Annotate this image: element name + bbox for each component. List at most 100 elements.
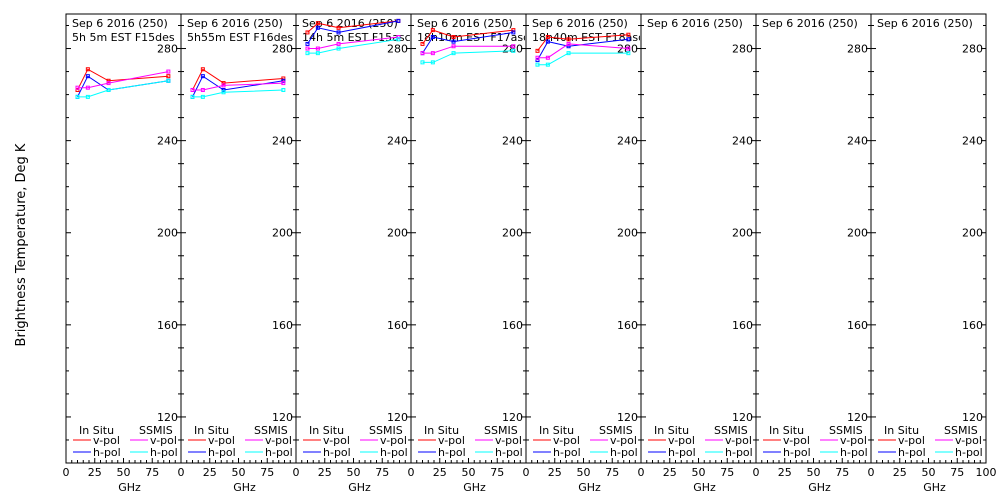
x-axis-label: GHz (233, 481, 256, 494)
legend-label: h-pol (495, 446, 523, 459)
y-tick-label: 280 (157, 43, 178, 56)
x-tick-label: 75 (720, 466, 734, 479)
y-tick-label: 240 (157, 135, 178, 148)
legend-label: h-pol (265, 446, 293, 459)
x-tick-label: 50 (692, 466, 706, 479)
data-point (200, 87, 205, 92)
legend-label: v-pol (323, 434, 350, 447)
panel-7: 120 160 200 240 280 0 25 50 75 GHz Sep 6 2016 (250… (753, 13, 872, 494)
data-point (305, 41, 310, 46)
x-tick-label: 0 (753, 466, 760, 479)
data-point (566, 41, 571, 46)
x-tick-label: 25 (203, 466, 217, 479)
data-point (420, 51, 425, 56)
x-tick-label: 25 (548, 466, 562, 479)
legend-insitu-title: In Situ (654, 424, 689, 437)
data-point (430, 51, 435, 56)
y-tick-label: 160 (157, 319, 178, 332)
data-point (396, 37, 401, 42)
y-tick-label: 200 (847, 227, 868, 240)
y-axis-label: Brightness Temperature, Deg K (14, 143, 29, 346)
data-point (281, 78, 286, 83)
series-line (192, 68, 284, 91)
legend-label: h-pol (783, 446, 811, 459)
y-tick-label: 200 (157, 227, 178, 240)
y-tick-label: 280 (617, 43, 638, 56)
x-tick-label: 0 (293, 466, 300, 479)
series-line (537, 34, 629, 52)
panel-title: Sep 6 2016 (250) (72, 17, 168, 30)
data-point (166, 74, 171, 79)
data-point (315, 25, 320, 30)
y-tick-label: 240 (617, 135, 638, 148)
x-axis-label: GHz (348, 481, 371, 494)
series-line (77, 71, 169, 89)
data-point (430, 60, 435, 65)
data-point (451, 39, 456, 44)
y-tick-label: 160 (962, 319, 983, 332)
data-point (336, 41, 341, 46)
legend-label: h-pol (438, 446, 466, 459)
panel-title: Sep 6 2016 (250) (762, 17, 858, 30)
series-line (77, 80, 169, 98)
legend-ssmis-title: SSMIS (944, 424, 978, 437)
x-axis-label: GHz (578, 481, 601, 494)
x-axis-label: GHz (808, 481, 831, 494)
y-tick-label: 160 (502, 319, 523, 332)
y-tick-label: 240 (732, 135, 753, 148)
panel-5: 120 160 200 240 280 0 25 50 75 GHz Sep 6 2016 (250… (523, 13, 642, 494)
series-line (422, 50, 514, 63)
data-point (511, 48, 516, 53)
y-tick-label: 240 (387, 135, 408, 148)
panel-subtitle: 5h55m EST F16des (187, 31, 293, 44)
data-point (305, 30, 310, 35)
y-tick-label: 120 (272, 411, 293, 424)
data-point (85, 74, 90, 79)
x-tick-label: 75 (145, 466, 159, 479)
legend-ssmis-title: SSMIS (714, 424, 748, 437)
x-tick-label: 25 (663, 466, 677, 479)
series-line (307, 38, 399, 54)
data-point (511, 30, 516, 35)
data-point (396, 35, 401, 40)
legend-label: v-pol (380, 434, 407, 447)
y-tick-label: 120 (847, 411, 868, 424)
legend-ssmis-title: SSMIS (599, 424, 633, 437)
x-tick-label: 100 (976, 466, 997, 479)
y-tick-label: 160 (732, 319, 753, 332)
x-tick-label: 25 (88, 466, 102, 479)
data-point (221, 81, 226, 86)
series-line (192, 75, 284, 98)
data-point (106, 78, 111, 83)
data-point (85, 85, 90, 90)
data-point (420, 60, 425, 65)
legend-label: v-pol (898, 434, 925, 447)
series-line (192, 89, 284, 98)
x-tick-label: 0 (178, 466, 185, 479)
x-tick-label: 75 (490, 466, 504, 479)
panel-titles: Sep 6 2016 (250)14h 5m EST F15asc (302, 17, 410, 44)
x-tick-label: 75 (950, 466, 964, 479)
data-point (305, 51, 310, 56)
y-tick-label: 120 (617, 411, 638, 424)
y-tick-label: 280 (732, 43, 753, 56)
x-tick-label: 25 (433, 466, 447, 479)
data-point (315, 51, 320, 56)
panel-1: 120 160 200 240 280 0 25 50 75 GHz Sep 6 2016 (250… (63, 13, 182, 494)
data-point (451, 35, 456, 40)
legend-ssmis-title: SSMIS (484, 424, 518, 437)
legend-label: h-pol (150, 446, 178, 459)
data-point (545, 62, 550, 67)
panel-title: Sep 6 2016 (250) (877, 17, 973, 30)
data-point (221, 83, 226, 88)
data-point (566, 37, 571, 42)
data-point (511, 28, 516, 33)
data-point (626, 46, 631, 51)
legend-label: h-pol (610, 446, 638, 459)
data-point (75, 85, 80, 90)
data-point (566, 51, 571, 56)
data-point (221, 90, 226, 95)
x-tick-label: 75 (605, 466, 619, 479)
x-tick-label: 0 (523, 466, 530, 479)
